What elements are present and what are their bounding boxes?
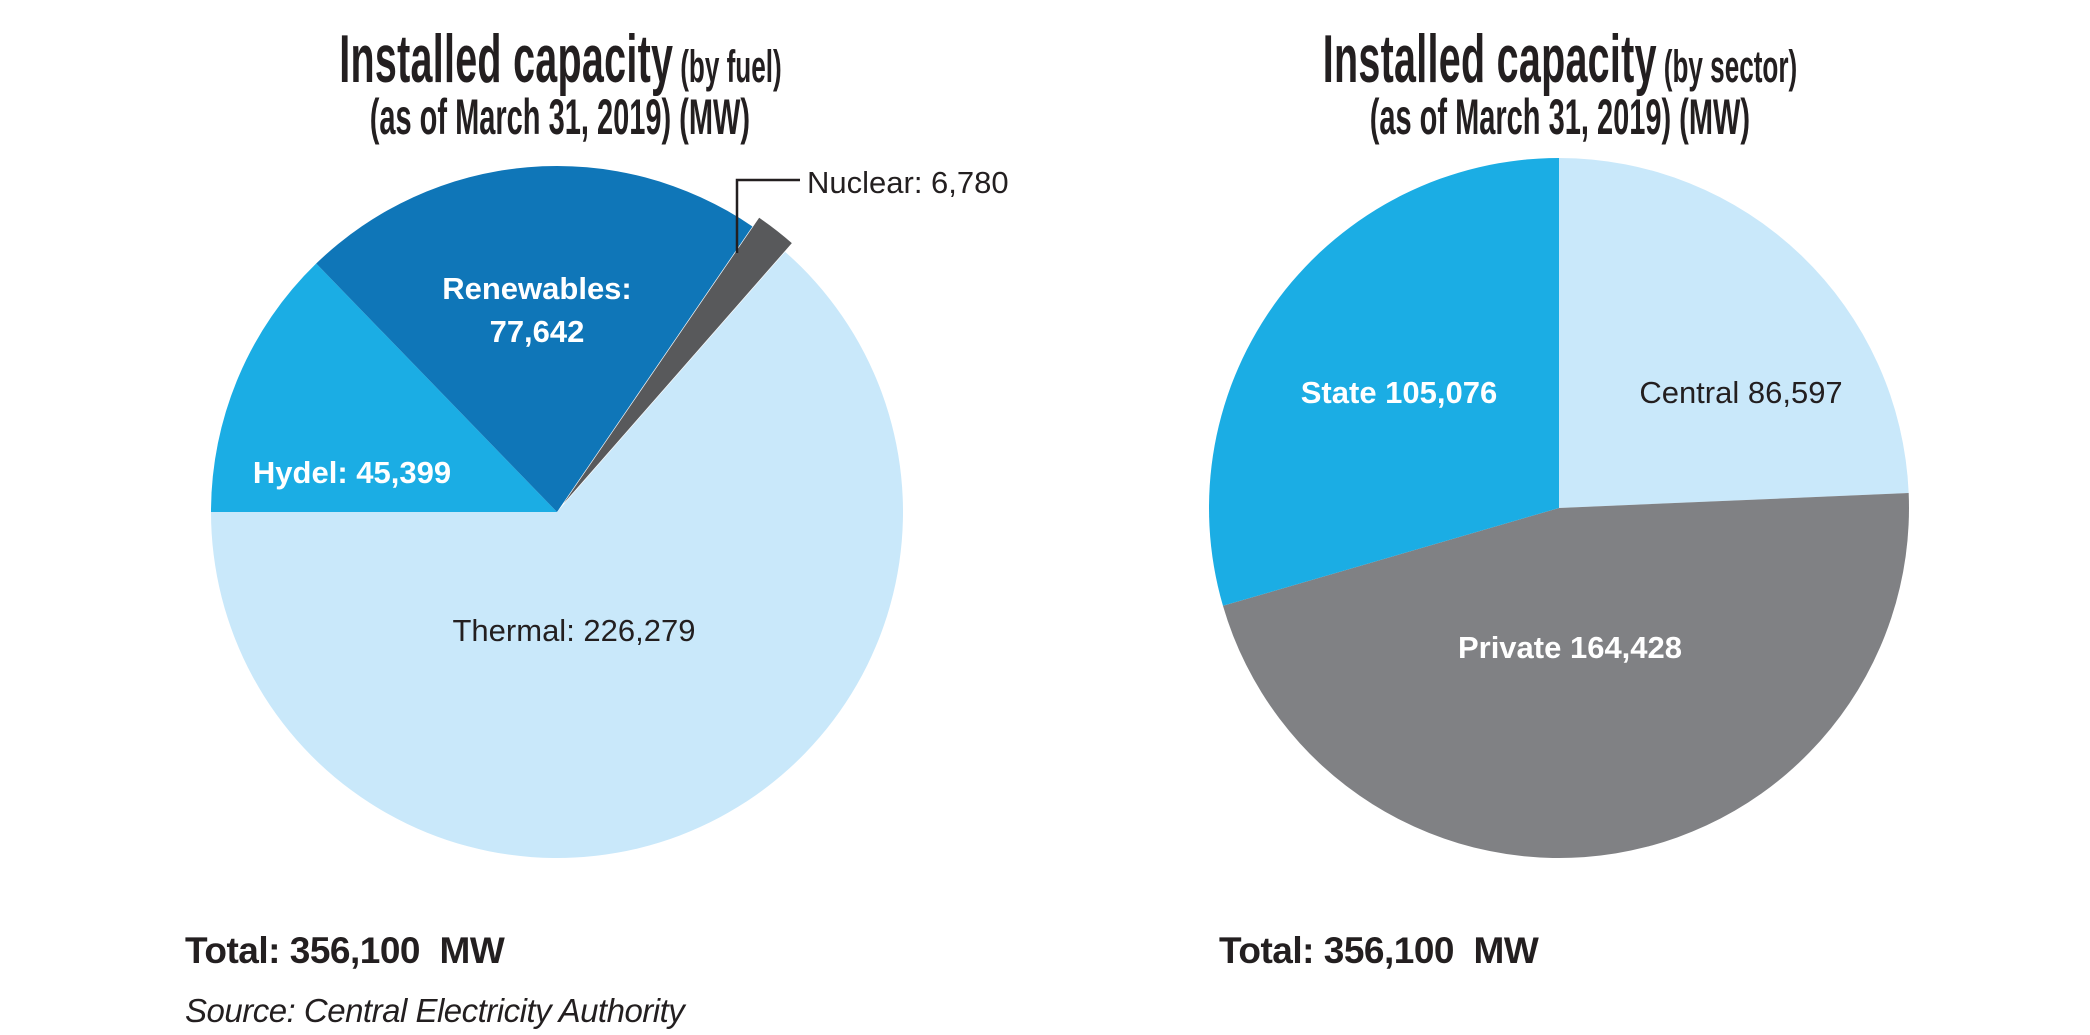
pie-label-state: State 105,076 (1301, 375, 1497, 410)
pie-slice-renewables (316, 165, 753, 512)
pie-slice-thermal (211, 251, 903, 859)
pie-label-thermal: Thermal: 226,279 (453, 613, 696, 648)
sector-chart-subtitle: (as of March 31, 2019) (MW) (1369, 89, 1751, 145)
nuclear-leader-line (735, 178, 800, 253)
pie-label-nuclear: Nuclear: 6,780 (807, 165, 1009, 200)
sector-chart-title: Installed capacity (by sector) (1030, 20, 2090, 98)
fuel-chart-title-main: Installed capacity (338, 21, 673, 97)
sector-chart-title-qualifier: (by sector) (1663, 41, 1798, 92)
pie-slice-private (1222, 493, 1909, 859)
pie-slice-central (1559, 158, 1909, 508)
pie-label-private: Private 164,428 (1458, 630, 1682, 665)
fuel-chart-title-qualifier: (by fuel) (679, 41, 782, 92)
fuel-chart-total: Total: 356,100 MW (185, 930, 505, 971)
sector-chart-title-main: Installed capacity (1322, 21, 1657, 97)
source-credit: Source: Central Electricity Authority (185, 992, 685, 1029)
pie-slice-hydel (211, 263, 557, 512)
pie-label-hydel: Hydel: 45,399 (253, 455, 451, 490)
fuel-chart-title: Installed capacity (by fuel) (0, 20, 1120, 98)
pie-slice-nuclear (563, 217, 792, 504)
sector-chart-total: Total: 356,100 MW (1219, 930, 1539, 971)
fuel-chart-subtitle: (as of March 31, 2019) (MW) (369, 89, 751, 145)
pie-label-renewables: Renewables: 77,642 (442, 271, 632, 349)
pie-slice-state (1209, 158, 1559, 606)
pie-label-central: Central 86,597 (1639, 375, 1842, 410)
